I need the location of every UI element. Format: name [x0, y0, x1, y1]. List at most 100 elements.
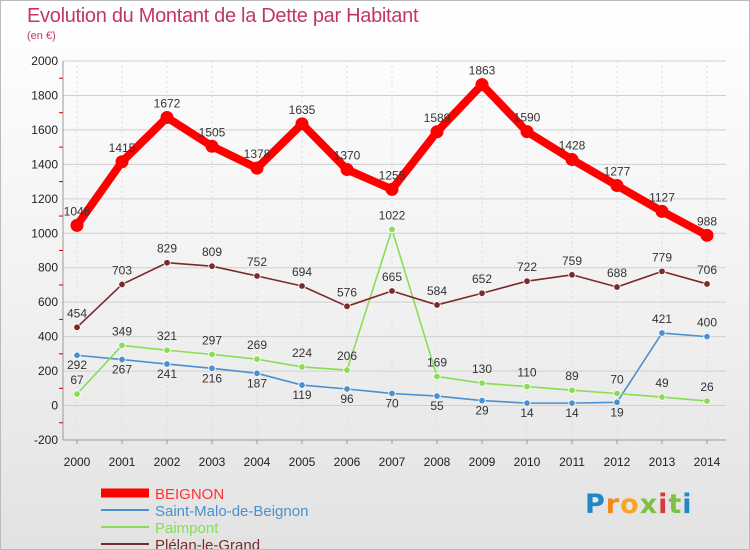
- data-label: 187: [247, 376, 267, 390]
- data-label: 576: [337, 285, 357, 299]
- data-point: [118, 355, 126, 364]
- x-tick-label: 2005: [289, 455, 316, 469]
- data-label: 321: [157, 329, 177, 343]
- y-tick-label: 1200: [31, 192, 58, 206]
- data-label: 19: [610, 405, 624, 419]
- data-point: [118, 341, 126, 350]
- y-tick-label: 1800: [31, 88, 58, 102]
- data-point: [343, 366, 351, 374]
- data-point: [118, 280, 126, 289]
- data-label: 70: [385, 396, 399, 410]
- data-point: [208, 262, 216, 270]
- data-label: 55: [430, 399, 444, 413]
- data-point: [523, 277, 531, 285]
- data-point: [658, 267, 666, 276]
- x-tick-label: 2008: [424, 455, 451, 469]
- legend-label: BEIGNON: [155, 486, 224, 503]
- data-label: 89: [565, 369, 579, 383]
- data-label: 1415: [109, 141, 136, 155]
- data-label: 1255: [379, 168, 406, 182]
- x-tick-label: 2010: [514, 455, 541, 469]
- data-point: [610, 179, 624, 193]
- data-label: 1589: [424, 111, 451, 125]
- data-label: 14: [565, 406, 579, 420]
- data-label: 752: [247, 255, 267, 269]
- data-point: [433, 301, 441, 309]
- data-label: 67: [70, 373, 84, 387]
- data-point: [73, 351, 81, 359]
- data-point: [208, 350, 216, 359]
- data-point: [343, 385, 351, 393]
- x-tick-label: 2011: [559, 455, 585, 469]
- y-tick-label: 1400: [31, 157, 58, 171]
- data-label: 241: [157, 367, 177, 381]
- data-label: 665: [382, 270, 402, 284]
- data-label: 779: [652, 250, 672, 264]
- data-point: [565, 153, 579, 167]
- y-tick-label: 400: [38, 330, 58, 344]
- data-point: [703, 332, 711, 341]
- logo-letter: x: [639, 489, 659, 520]
- data-label: 1370: [334, 149, 361, 163]
- data-point: [298, 282, 306, 290]
- x-tick-label: 2014: [694, 455, 721, 469]
- data-point: [253, 355, 261, 363]
- logo-letter: i: [682, 489, 693, 520]
- data-label: 809: [202, 245, 222, 259]
- data-point: [703, 397, 711, 405]
- data-label: 988: [697, 214, 717, 228]
- data-point: [478, 379, 486, 387]
- data-label: 688: [607, 266, 627, 280]
- data-label: 722: [517, 260, 537, 274]
- data-label: 49: [655, 376, 669, 390]
- data-label: 759: [562, 254, 582, 268]
- data-point: [298, 381, 306, 389]
- data-label: 169: [427, 355, 447, 369]
- data-point: [568, 271, 576, 279]
- y-tick-label: 600: [38, 295, 58, 309]
- data-label: 130: [472, 362, 492, 376]
- data-label: 1277: [604, 165, 631, 179]
- data-point: [73, 323, 81, 332]
- data-point: [70, 218, 84, 232]
- data-point: [163, 259, 171, 267]
- x-tick-label: 2012: [604, 455, 631, 469]
- logo-letter: o: [620, 489, 640, 520]
- data-label: 1127: [649, 190, 675, 204]
- data-label: 267: [112, 363, 132, 377]
- data-label: 70: [610, 372, 624, 386]
- data-label: 1635: [289, 103, 316, 117]
- data-label: 216: [202, 371, 222, 385]
- data-point: [388, 287, 396, 295]
- data-point: [340, 163, 354, 177]
- y-tick-label: 1600: [31, 123, 58, 137]
- data-label: 206: [337, 349, 357, 363]
- data-point: [160, 111, 174, 125]
- x-tick-label: 2000: [64, 455, 91, 469]
- chart-unit-label: (en €): [27, 30, 56, 42]
- data-label: 14: [520, 406, 534, 420]
- x-tick-label: 2003: [199, 455, 226, 469]
- data-point: [523, 399, 531, 407]
- data-point: [343, 302, 351, 311]
- data-point: [253, 369, 261, 378]
- data-label: 454: [67, 306, 87, 320]
- data-point: [475, 78, 489, 92]
- data-label: 269: [247, 338, 267, 352]
- data-point: [658, 329, 666, 337]
- legend-label: Paimpont: [155, 520, 219, 537]
- data-label: 1590: [514, 111, 541, 125]
- data-point: [253, 272, 261, 280]
- x-tick-label: 2001: [109, 455, 136, 469]
- data-point: [205, 139, 219, 153]
- y-tick-label: 0: [51, 399, 58, 413]
- data-point: [388, 389, 396, 398]
- data-label: 1428: [559, 139, 586, 153]
- data-point: [520, 125, 534, 139]
- data-label: 584: [427, 284, 447, 298]
- data-point: [430, 125, 444, 139]
- data-label: 349: [112, 324, 132, 338]
- x-tick-label: 2002: [154, 455, 181, 469]
